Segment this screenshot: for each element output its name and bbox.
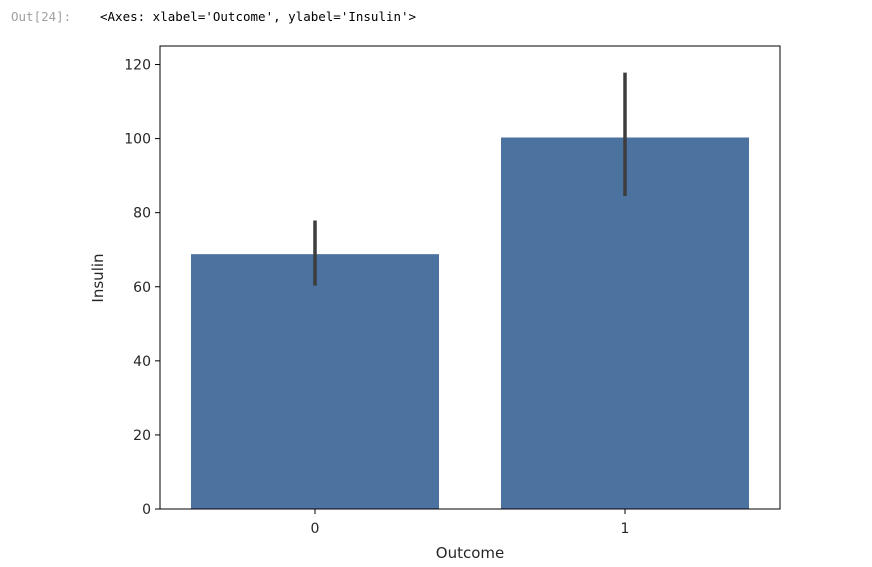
y-axis-label: Insulin: [89, 253, 107, 302]
output-prompt: Out[24]:: [11, 9, 72, 24]
x-tick-label: 0: [311, 521, 320, 537]
plot-area: 0 20 40 60 80 100 120 0 1: [124, 58, 749, 537]
y-tick-label: 60: [133, 280, 151, 296]
y-tick-label: 100: [124, 132, 151, 148]
x-tick-label: 1: [621, 521, 630, 537]
y-tick-label: 80: [133, 206, 151, 222]
output-repr-text: <Axes: xlabel='Outcome', ylabel='Insulin…: [100, 9, 417, 24]
bar-0: [191, 254, 439, 509]
bar-1: [501, 137, 749, 509]
y-tick-label: 0: [142, 502, 151, 518]
y-tick-label: 40: [133, 354, 151, 370]
axes-frame: [159, 45, 781, 510]
y-tick-label: 120: [124, 58, 151, 74]
x-axis-label: Outcome: [436, 544, 504, 562]
y-tick-label: 20: [133, 428, 151, 444]
